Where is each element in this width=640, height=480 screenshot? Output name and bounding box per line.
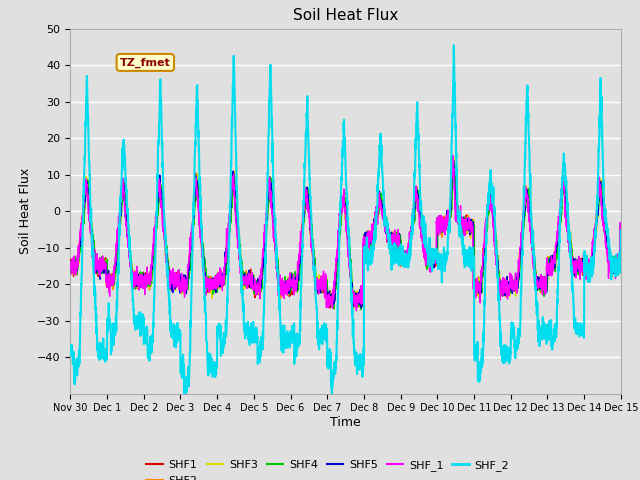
Title: Soil Heat Flux: Soil Heat Flux — [293, 9, 398, 24]
Legend: SHF1, SHF2, SHF3, SHF4, SHF5, SHF_1, SHF_2: SHF1, SHF2, SHF3, SHF4, SHF5, SHF_1, SHF… — [142, 456, 513, 480]
Text: TZ_fmet: TZ_fmet — [120, 57, 171, 68]
Y-axis label: Soil Heat Flux: Soil Heat Flux — [19, 168, 31, 254]
X-axis label: Time: Time — [330, 416, 361, 429]
